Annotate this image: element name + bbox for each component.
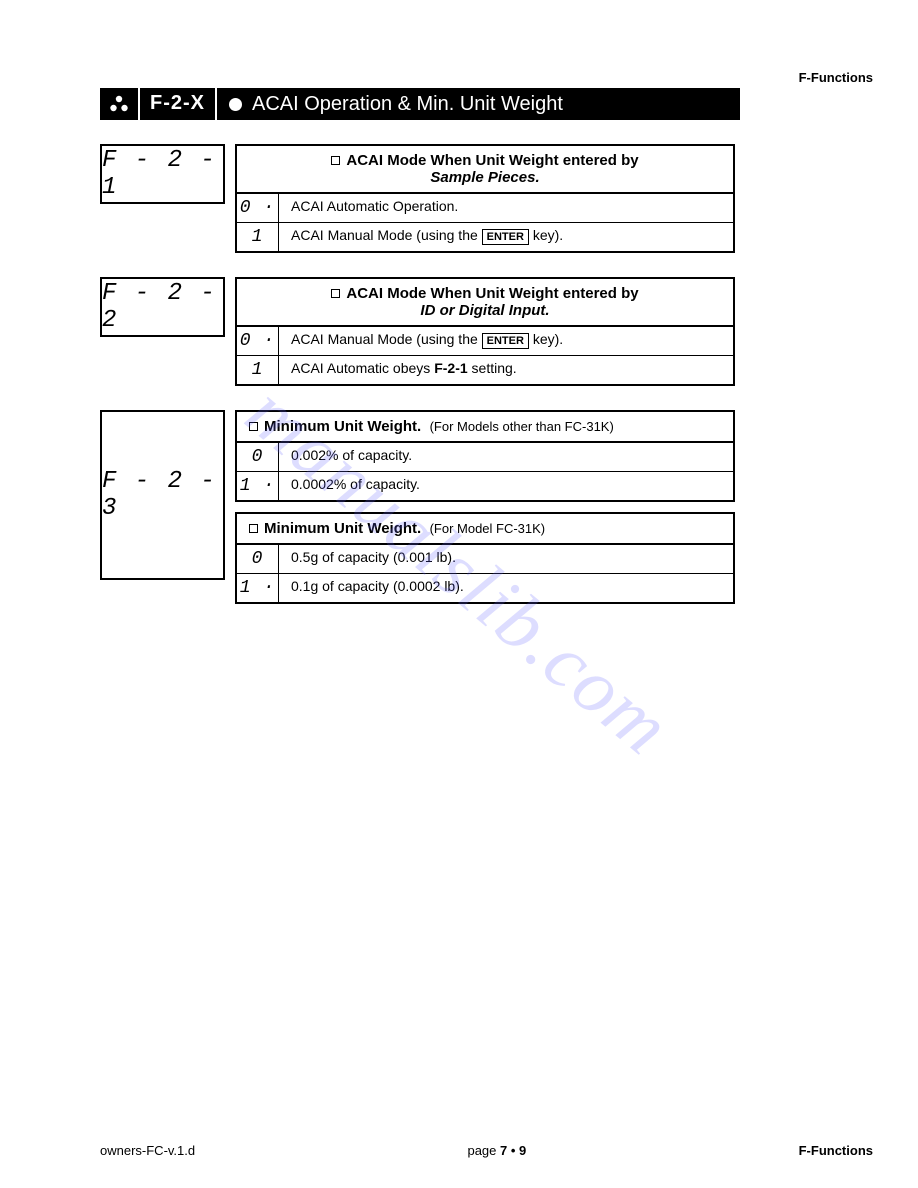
footer-doc-id: owners-FC-v.1.d [100,1143,195,1158]
option-header: Minimum Unit Weight. (For Models other t… [237,412,733,442]
option-row: 00.002% of capacity. [237,442,733,471]
option-code: 0 [237,443,279,471]
option-table: Minimum Unit Weight. (For Models other t… [235,410,735,502]
footer-section-label: F-Functions [799,1143,873,1158]
option-description: ACAI Manual Mode (using the ENTER key). [279,327,733,355]
enter-key-icon: ENTER [482,333,529,349]
options-column: ACAI Mode When Unit Weight entered bySam… [235,144,735,253]
page-footer: owners-FC-v.1.d page 7 • 9 F-Functions [100,1143,873,1158]
checkbox-icon [249,422,258,431]
header-section-label: F-Functions [799,70,873,85]
options-column: ACAI Mode When Unit Weight entered byID … [235,277,735,386]
title-function-code: F-2-X [138,88,217,120]
dots-icon [100,88,138,120]
option-description: 0.5g of capacity (0.001 lb). [279,545,733,573]
segment-display: F - 2 - 1 [100,144,225,204]
option-description: ACAI Automatic Operation. [279,194,733,222]
title-text: ACAI Operation & Min. Unit Weight [217,88,563,120]
option-code: 0 [237,545,279,573]
segment-display: F - 2 - 3 [100,410,225,580]
option-table: ACAI Mode When Unit Weight entered byID … [235,277,735,386]
option-table: Minimum Unit Weight. (For Model FC-31K)0… [235,512,735,604]
function-section: F - 2 - 3Minimum Unit Weight. (For Model… [100,410,873,604]
option-code: 1 · [237,472,279,500]
option-row: 1ACAI Automatic obeys F-2-1 setting. [237,355,733,384]
option-description: 0.002% of capacity. [279,443,733,471]
section-title-bar: F-2-X ACAI Operation & Min. Unit Weight [100,88,740,120]
option-description: ACAI Automatic obeys F-2-1 setting. [279,356,733,384]
option-row: 0 ·ACAI Automatic Operation. [237,193,733,222]
option-code: 0 · [237,194,279,222]
option-code: 1 [237,223,279,251]
manual-page: F-Functions F-2-X ACAI Operation & Min. … [0,0,918,1188]
option-code: 1 [237,356,279,384]
option-row: 1ACAI Manual Mode (using the ENTER key). [237,222,733,251]
title-text-content: ACAI Operation & Min. Unit Weight [252,93,563,115]
option-code: 1 · [237,574,279,602]
checkbox-icon [331,289,340,298]
segment-display: F - 2 - 2 [100,277,225,337]
function-section: F - 2 - 2 ACAI Mode When Unit Weight ente… [100,277,873,386]
option-row: 1 ·0.0002% of capacity. [237,471,733,500]
option-code: 0 · [237,327,279,355]
option-row: 1 ·0.1g of capacity (0.0002 lb). [237,573,733,602]
option-table: ACAI Mode When Unit Weight entered bySam… [235,144,735,253]
function-section: F - 2 - 1 ACAI Mode When Unit Weight ente… [100,144,873,253]
option-header: ACAI Mode When Unit Weight entered byID … [237,279,733,326]
option-description: 0.1g of capacity (0.0002 lb). [279,574,733,602]
option-row: 0 ·ACAI Manual Mode (using the ENTER key… [237,326,733,355]
option-header: Minimum Unit Weight. (For Model FC-31K) [237,514,733,544]
option-description: ACAI Manual Mode (using the ENTER key). [279,223,733,251]
option-header: ACAI Mode When Unit Weight entered bySam… [237,146,733,193]
sections-container: F - 2 - 1 ACAI Mode When Unit Weight ente… [100,144,873,604]
option-row: 00.5g of capacity (0.001 lb). [237,544,733,573]
option-description: 0.0002% of capacity. [279,472,733,500]
checkbox-icon [249,524,258,533]
options-column: Minimum Unit Weight. (For Models other t… [235,410,735,604]
checkbox-icon [331,156,340,165]
footer-page-number: page 7 • 9 [467,1143,526,1158]
enter-key-icon: ENTER [482,229,529,245]
bullet-icon [229,98,242,111]
